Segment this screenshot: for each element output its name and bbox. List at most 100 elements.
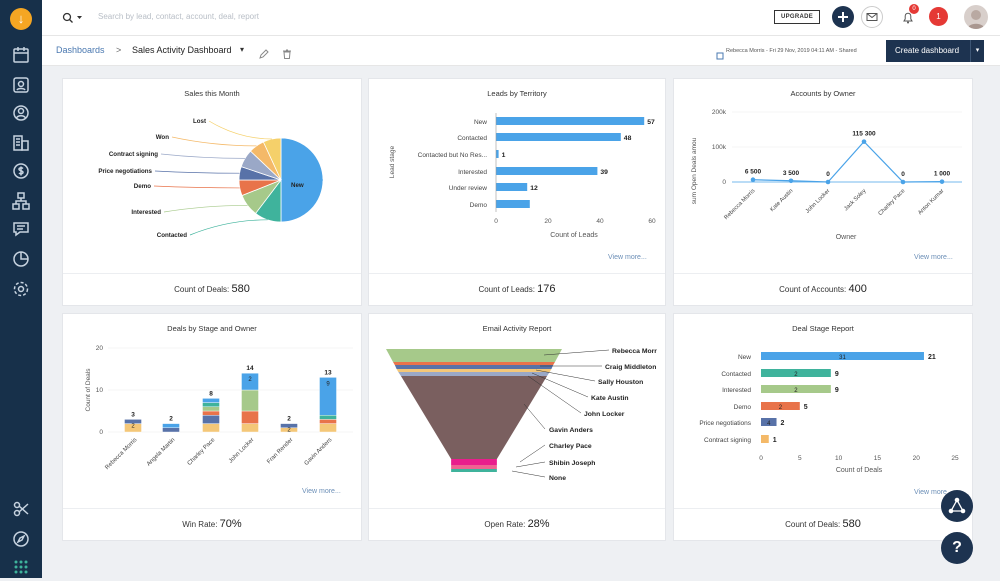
create-dashboard-button[interactable]: Create dashboard ▾ [886, 40, 984, 62]
dashboard-name[interactable]: Sales Activity Dashboard [132, 45, 232, 55]
bell-icon[interactable] [897, 6, 919, 28]
calendar-icon[interactable] [12, 46, 30, 64]
search-input[interactable]: Search by lead, contact, account, deal, … [98, 12, 259, 21]
card-footer: Count of Deals: 580 [63, 273, 361, 305]
stacked-bar-segment [241, 389, 259, 412]
bar-category-label: Contract signing [704, 437, 751, 444]
bar-total-label: 2 [287, 416, 291, 423]
bar-category-label: New [474, 119, 487, 126]
footer-label: Count of Deals: [174, 285, 230, 294]
deals-stacked-bar-chart: 20 10 0 3 2 Rebecca Morris 2 Angela Martin 8 Char… [85, 345, 353, 471]
line-point [825, 179, 831, 185]
x-tick-label: 0 [759, 455, 763, 462]
share-fab-button[interactable] [941, 490, 973, 522]
card-title: Deal Stage Report [792, 324, 854, 333]
user-icon[interactable] [12, 104, 30, 122]
bar-inner-label: 31 [839, 355, 846, 361]
notification-badge: 0 [909, 4, 919, 14]
view-more-link[interactable]: View more... [302, 488, 341, 495]
x-tick-label: Rebecca Morris [104, 437, 138, 471]
pie-leader-line [160, 153, 246, 159]
stacked-bar-segment [202, 414, 220, 424]
chevron-down-icon[interactable]: ▾ [970, 40, 984, 62]
mail-icon[interactable] [861, 6, 883, 28]
bar [761, 385, 831, 393]
funnel-label: Gavin Anders [549, 427, 593, 434]
pie-slice-label: Won [156, 134, 170, 141]
card-title: Sales this Month [184, 89, 240, 98]
bar [761, 369, 831, 377]
help-fab-button[interactable]: ? [941, 532, 973, 564]
dollar-icon[interactable] [12, 162, 30, 180]
stacked-bar-segment [241, 410, 259, 424]
pie-slice-label: Contract signing [109, 151, 158, 158]
app-logo[interactable]: ↓ [10, 8, 32, 30]
bar [496, 133, 621, 141]
bar [496, 183, 528, 191]
footer-label: Count of Accounts: [779, 285, 847, 294]
bar-value-label: 5 [804, 404, 808, 411]
funnel-leader-line [519, 444, 546, 463]
x-tick-label: Rebecca Morris [723, 188, 756, 221]
y-tick-label: 20 [96, 345, 104, 352]
x-axis-label: Count of Deals [836, 467, 883, 474]
building-icon[interactable] [12, 134, 30, 152]
bar [761, 352, 924, 360]
footer-label: Open Rate: [484, 520, 526, 529]
footer-label: Win Rate: [182, 520, 218, 529]
footer-value: 28% [527, 518, 550, 530]
workflow-icon[interactable] [12, 192, 30, 210]
x-tick-label: 15 [874, 455, 882, 462]
alert-badge[interactable]: 1 [929, 7, 948, 26]
bar-inner-label: 2 [131, 423, 135, 429]
funnel-label: Shibin Joseph [549, 460, 595, 467]
search-icon[interactable] [62, 11, 82, 29]
funnel-label: None [549, 475, 566, 482]
card-footer: Count of Leads: 176 [369, 273, 665, 305]
bar-total-label: 14 [246, 365, 254, 372]
pie-leader-line [154, 170, 240, 174]
reports-icon[interactable] [12, 250, 30, 268]
explore-icon[interactable] [12, 530, 30, 548]
pie-leader-line [189, 219, 268, 236]
chat-icon[interactable] [12, 220, 30, 238]
x-tick-label: John Locker [228, 437, 255, 464]
stacked-bar-segment [319, 419, 337, 424]
stacked-bar-segment [319, 377, 337, 416]
x-tick-label: 60 [648, 218, 656, 225]
trash-icon[interactable] [282, 46, 292, 64]
bar-inner-label: 4 [767, 421, 771, 427]
funnel-label: John Locker [584, 411, 625, 418]
breadcrumb-dashboards[interactable]: Dashboards [56, 45, 105, 55]
bar-category-label: Contacted [457, 135, 487, 142]
x-axis-label: Owner [836, 234, 857, 241]
view-more-link[interactable]: View more... [914, 254, 953, 261]
settings-icon[interactable] [12, 280, 30, 298]
view-more-link[interactable]: View more... [914, 489, 953, 496]
bar [761, 435, 769, 443]
funnel-segment [393, 362, 555, 365]
email-funnel-chart: Rebecca Morr Craig Middleton Sally Houston… [386, 348, 657, 482]
y-tick-label: 200k [712, 109, 727, 116]
bar-category-label: Demo [734, 404, 752, 411]
pie-slice-label: Demo [134, 183, 151, 190]
apps-grid-icon[interactable] [12, 558, 30, 576]
bar-value-label: 9 [835, 371, 839, 378]
chevron-down-icon[interactable]: ▾ [240, 45, 245, 54]
avatar[interactable] [964, 5, 988, 29]
add-button[interactable] [832, 6, 854, 28]
upgrade-button[interactable]: UPGRADE [774, 10, 820, 24]
y-axis-label: Count of Deals [85, 368, 92, 412]
x-tick-label: 0 [494, 218, 498, 225]
funnel-segment [451, 465, 497, 469]
x-tick-label: Kate Austin [769, 188, 794, 213]
x-tick-label: 20 [913, 455, 921, 462]
edit-icon[interactable] [259, 46, 269, 64]
contacts-icon[interactable] [12, 76, 30, 94]
stacked-bar-segment [241, 423, 259, 433]
stacked-bar-segment [280, 423, 298, 428]
bar-value-label: 57 [647, 119, 655, 126]
card-title: Email Activity Report [482, 324, 552, 333]
integrations-icon[interactable] [12, 500, 30, 518]
view-more-link[interactable]: View more... [608, 254, 647, 261]
